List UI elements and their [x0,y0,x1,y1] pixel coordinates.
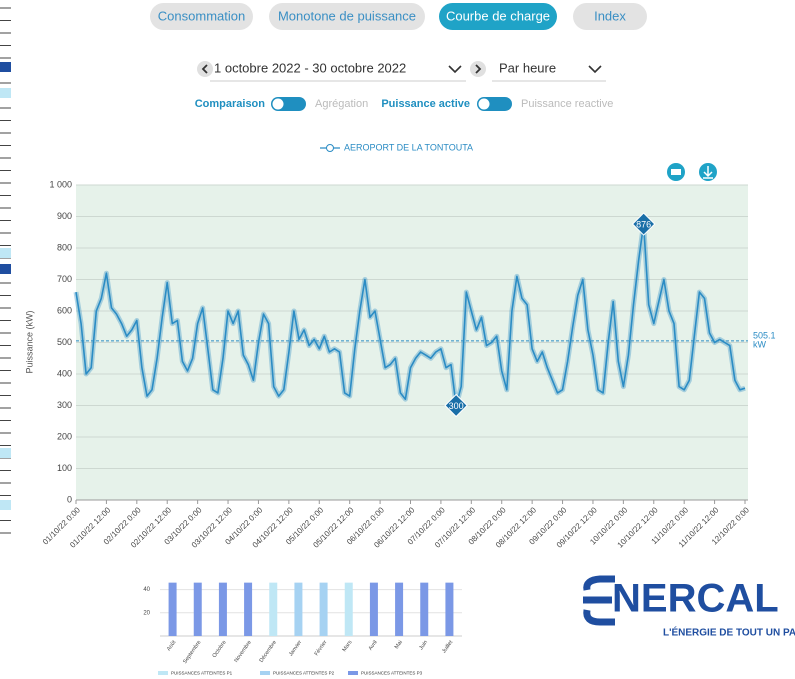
date-range[interactable]: 1 octobre 2022 - 30 octobre 2022 [214,60,406,75]
legend-label: PUISSANCES ATTEINTES P3 [361,671,423,676]
tab[interactable] [573,3,647,30]
x-tick-label: Octobre [212,640,228,659]
toggle-label: Agrégation [315,98,368,110]
tab-label[interactable]: Courbe de charge [446,8,550,23]
extreme-marker [631,212,656,236]
y-tick-label: 900 [57,211,72,221]
series-line [75,223,746,407]
bar [294,582,303,636]
dropdown-icon[interactable] [588,65,602,74]
bar [395,582,404,636]
next-icon [475,64,482,74]
granularity[interactable]: Par heure [499,60,556,75]
bar [269,582,278,636]
toggle-label: Comparaison [195,98,266,110]
bar [218,582,227,636]
dropdown-icon[interactable] [448,65,462,74]
sidebar [0,7,11,534]
x-tick-label: Août [166,639,178,652]
bar [420,582,429,636]
tab-label[interactable]: Index [594,8,626,23]
next-button[interactable] [470,61,486,77]
toggle-label: Puissance active [381,98,470,110]
x-tick-label: Juillet [441,639,454,654]
mean-unit: kW [753,339,767,349]
mean-label: 505.1 [753,330,776,340]
bar [193,582,202,636]
x-tick-label: Novembre [233,640,252,664]
legend-label: PUISSANCES ATTEINTES P1 [171,671,233,676]
y-tick-label: 200 [57,431,72,441]
prev-icon [201,64,208,74]
x-tick-label: Janvier [288,639,303,657]
toggle-label: Puissance reactive [521,98,613,110]
print-icon [671,169,681,175]
y-tick-label: 700 [57,274,72,284]
logo-mark [583,575,615,626]
x-tick-label: Mai [394,640,404,651]
x-tick-label: Avril [368,640,379,652]
tab-label[interactable]: Consommation [158,8,245,23]
y-tick-label: 100 [57,463,72,473]
tab-label[interactable]: Monotone de puissance [278,8,416,23]
sidebar-block [0,448,11,458]
y-tick-label: 1 000 [49,179,72,189]
y-tick-label: 500 [57,337,72,347]
legend-label: PUISSANCES ATTEINTES P2 [273,671,335,676]
tab-active[interactable] [439,3,557,30]
bar [445,582,454,636]
legend-swatch [260,671,270,675]
y-tick-label: 0 [67,494,72,504]
x-tick-label: Décembre [259,640,278,664]
sidebar-block [0,264,11,274]
legend-label: AEROPORT DE LA TONTOUTA [344,142,473,152]
toggle-knob [478,98,490,110]
prev-button[interactable] [197,61,213,77]
bar [369,582,378,636]
y-tick-label: 800 [57,242,72,252]
legend-swatch [348,671,358,675]
extreme-marker [444,393,468,418]
sidebar-block [0,248,11,258]
x-tick-label: Février [314,639,329,657]
x-tick-label: Mars [342,639,354,653]
y-axis-label: Puissance (kW) [24,310,34,373]
extreme-label: 300 [449,401,464,411]
bar [244,582,253,636]
y-tick-label: 400 [57,368,72,378]
sidebar-block [0,62,11,72]
toggle-knob [272,98,284,110]
extreme-label: 876 [636,219,651,229]
y-tick-label: 40 [143,587,150,593]
bar [344,582,353,636]
y-tick-label: 300 [57,400,72,410]
sidebar-block [0,88,11,98]
logo-tagline: L'ÉNERGIE DE TOUT UN PA [663,626,795,639]
sidebar-block [0,500,11,510]
tab[interactable] [269,3,425,30]
legend-marker [326,144,334,152]
y-tick-label: 600 [57,305,72,315]
bar [168,582,177,636]
x-tick-label: Juin [418,640,429,652]
tab[interactable] [150,3,253,30]
y-tick-label: 20 [143,610,150,616]
logo-name: NERCAL [612,577,779,621]
legend-swatch [158,671,168,675]
x-tick-label: Septembre [182,640,202,665]
bar [319,582,328,636]
download-icon [703,166,713,179]
